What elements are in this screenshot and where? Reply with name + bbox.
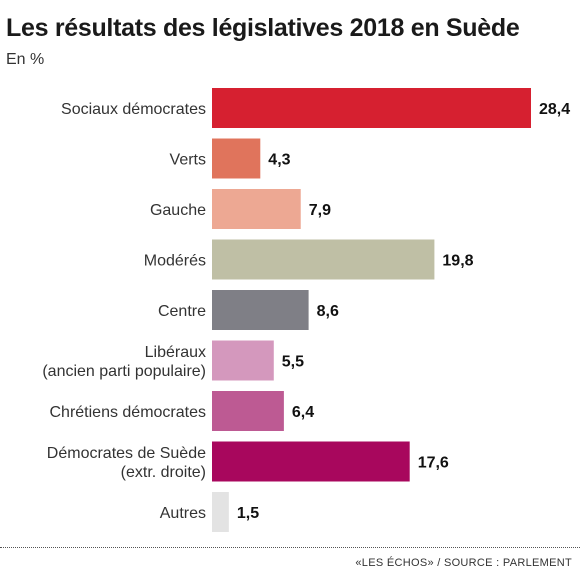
category-label-7-line-0: Démocrates de Suède (47, 445, 206, 462)
chart-subtitle: En % (6, 51, 45, 68)
bar-0 (212, 88, 531, 128)
value-label-7: 17,6 (418, 455, 449, 472)
value-label-3: 19,8 (442, 253, 473, 270)
bar-5 (212, 340, 274, 381)
bar-7 (212, 441, 410, 482)
value-label-8: 1,5 (237, 505, 259, 522)
chart-title: Les résultats des législatives 2018 en S… (6, 14, 520, 42)
category-label-4: Centre (158, 303, 206, 320)
footer-divider (0, 547, 580, 548)
category-label-6: Chrétiens démocrates (49, 404, 206, 421)
value-label-2: 7,9 (309, 202, 331, 219)
category-label-1: Verts (170, 152, 206, 169)
category-label-3: Modérés (144, 253, 206, 270)
bar-8 (212, 492, 229, 532)
value-label-4: 8,6 (317, 303, 339, 320)
value-label-1: 4,3 (268, 152, 290, 169)
bar-chart: Sociaux démocrates 28,4 Verts 4,3 Gauche 7,9 M… (42, 88, 570, 532)
bar-2 (212, 189, 301, 229)
source-credit: «LES ÉCHOS» / SOURCE : PARLEMENT (355, 557, 572, 569)
bar-1 (212, 138, 261, 179)
category-label-7-line-1: (extr. droite) (121, 464, 206, 481)
category-label-5-line-0: Libéraux (145, 344, 206, 361)
value-label-6: 6,4 (292, 404, 314, 421)
bar-3 (212, 239, 435, 280)
value-label-5: 5,5 (282, 354, 304, 371)
bar-4 (212, 290, 309, 330)
category-label-8: Autres (160, 505, 206, 522)
category-label-5-line-1: (ancien parti populaire) (42, 363, 206, 380)
bar-6 (212, 391, 284, 431)
value-label-0: 28,4 (539, 101, 570, 118)
category-label-0: Sociaux démocrates (61, 101, 206, 118)
category-label-2: Gauche (150, 202, 206, 219)
